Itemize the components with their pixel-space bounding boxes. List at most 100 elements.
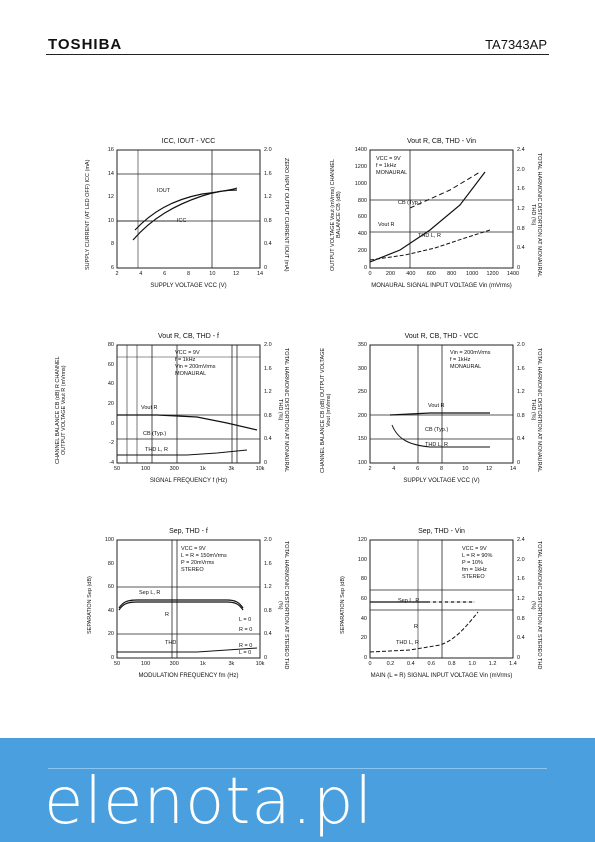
x-tick-label: 1k <box>199 466 206 472</box>
y-tick-label-left: 250 <box>357 389 367 396</box>
y-tick-label-left: 16 <box>107 147 114 153</box>
y-tick-label-left: -2 <box>109 440 114 447</box>
y-tick-label-right: 2.4 <box>517 537 525 543</box>
y-tick-label-right: 0.8 <box>264 217 272 224</box>
conditions-vcc: VCC = 9V <box>175 350 200 356</box>
y-tick-label-right: 0.4 <box>517 436 525 443</box>
y-tick-label-left: 8 <box>110 241 114 248</box>
y-tick-label-left: 300 <box>357 365 367 372</box>
cb-label: CB (Typ.) <box>425 427 449 433</box>
y-tick-label-left: 200 <box>357 248 367 255</box>
x-tick-label: 8 <box>439 466 444 472</box>
r0b-label: R = 0 <box>239 643 253 649</box>
plot-area <box>116 539 261 659</box>
y-tick-label-left: 80 <box>107 560 114 567</box>
plot-area <box>369 539 514 659</box>
cb-label: CB (Typ.) <box>143 431 167 437</box>
thd-label: THD L, R <box>418 233 441 239</box>
y-tick-label-right: 0.8 <box>517 412 525 419</box>
y-tick-label-right: 1.2 <box>517 389 525 396</box>
x-tick-label: 100 <box>141 661 151 667</box>
y-tick-label-left: 600 <box>357 214 367 221</box>
x-tick-label: 50 <box>113 661 121 667</box>
x-axis-label: SIGNAL FREQUENCY f (Hz) <box>149 478 228 484</box>
y-tick-label-left: 80 <box>107 342 114 348</box>
x-tick-label: 8 <box>186 271 191 277</box>
y-tick-label-right: 0.4 <box>264 241 272 248</box>
y-tick-label-right: 2.0 <box>517 556 525 563</box>
vout-label: Vout R <box>141 405 158 411</box>
x-tick-label: 14 <box>256 271 264 277</box>
y-tick-label-left: 350 <box>357 342 367 348</box>
x-axis-label: MAIN (L = R) SIGNAL INPUT VOLTAGE Vin (m… <box>370 673 513 679</box>
x-tick-label: 12 <box>233 271 240 277</box>
y-tick-label-left: 800 <box>357 197 367 204</box>
thd-curve <box>117 449 248 456</box>
thd-label: THD L, R <box>145 447 168 453</box>
y-tick-label-left: 100 <box>357 460 367 466</box>
y-tick-label-left: 40 <box>360 615 367 622</box>
conditions-vcc: VCC = 9V <box>181 546 206 552</box>
chart-sep-thd-vin: Sep, THD - Vin VCC = 9V L = R = 90% P = … <box>340 528 542 679</box>
plot-area <box>369 344 514 464</box>
icc-label: ICC <box>177 218 187 224</box>
y-tick-label-right: 2.4 <box>517 147 525 153</box>
x-tick-label: 4 <box>392 466 396 472</box>
thd-curve <box>369 229 491 261</box>
chart-icc-iout-vcc: ICC, IOUT - VCC IOUT ICC SUPPLY CURRENT … <box>85 138 289 289</box>
x-tick-label: 100 <box>141 466 151 472</box>
x-tick-label: 0.8 <box>447 661 456 667</box>
vout-label: Vout R <box>428 403 445 409</box>
x-axis-label: MODULATION FREQUENCY fm (Hz) <box>138 673 239 679</box>
conditions-vin: Vin = 200mVrms <box>450 350 491 356</box>
y-tick-label-left: 14 <box>107 170 114 177</box>
conditions-f: f = 1kHz <box>175 357 196 363</box>
chart-vout-cb-thd-f: Vout R, CB, THD - f VCC = 9V f = 1kHz Vi… <box>55 333 289 484</box>
y-tick-label-right: 2.0 <box>517 342 525 348</box>
y-tick-label-left: 20 <box>360 635 367 642</box>
y-tick-label-right: 0 <box>264 460 268 466</box>
plot-area <box>369 149 514 269</box>
y-tick-label-right: 0.8 <box>264 412 272 419</box>
y-tick-label-right: 0.8 <box>517 225 525 232</box>
y-tick-label-right: 1.6 <box>264 560 272 567</box>
x-tick-label: 4 <box>139 271 143 277</box>
y-axis-label-right: ZERO INPUT OUTPUT CURRENT IOUT (mA) <box>283 158 289 272</box>
y-tick-label-left: 40 <box>107 381 114 388</box>
y-tick-label-right: 1.2 <box>517 206 525 212</box>
x-tick-label: 800 <box>447 271 457 277</box>
x-tick-label: 1.2 <box>488 661 497 667</box>
conditions-mode: MONAURAL <box>450 364 482 370</box>
y-tick-label-right: 0 <box>264 655 268 661</box>
y-tick-label-right: 1.2 <box>264 584 272 591</box>
y-axis-label-right: TOTAL HARMONIC DISTORTION AT STEREO THD … <box>277 540 289 670</box>
y-tick-label-left: 20 <box>107 631 114 638</box>
x-tick-label: 300 <box>169 661 179 667</box>
x-tick-label: 0.4 <box>407 661 415 667</box>
y-tick-label-right: 0.4 <box>517 635 525 642</box>
l0-label: L = 0 <box>239 617 252 623</box>
plot-area <box>116 344 261 464</box>
y-tick-label-left: 12 <box>107 194 114 201</box>
y-tick-label-right: 2.0 <box>517 166 525 173</box>
x-tick-label: 10 <box>462 466 469 472</box>
y-tick-label-left: 80 <box>360 576 367 583</box>
y-axis-label-left: SEPARATION Sep (dB) <box>87 576 93 634</box>
y-tick-label-left: 20 <box>107 401 114 407</box>
y-tick-label-right: 1.2 <box>517 596 525 602</box>
thd-curve <box>369 611 479 653</box>
y-axis-label-right: TOTAL HARMONIC DISTORTION AT MONAURAL TH… <box>530 347 542 473</box>
toshiba-logo: TOSHIBA <box>48 36 123 53</box>
chart-sep-thd-f: Sep, THD - f VCC = 9V L = R = 150mVrms P… <box>87 528 289 679</box>
x-tick-label: 200 <box>385 271 396 277</box>
banner-rule <box>48 768 547 769</box>
site-watermark[interactable]: elenota.pl <box>44 765 374 839</box>
x-tick-label: 1.4 <box>509 661 517 667</box>
y-axis-label-right: TOTAL HARMONIC DISTORTION AT MONAURAL TH… <box>530 152 542 278</box>
x-tick-label: 1k <box>199 661 206 667</box>
vout-curve <box>369 171 486 263</box>
x-tick-label: 14 <box>509 466 517 472</box>
y-tick-label-right: 2.0 <box>264 342 272 348</box>
y-tick-label-left: -4 <box>109 460 114 466</box>
y-tick-label-left: 6 <box>110 265 114 271</box>
